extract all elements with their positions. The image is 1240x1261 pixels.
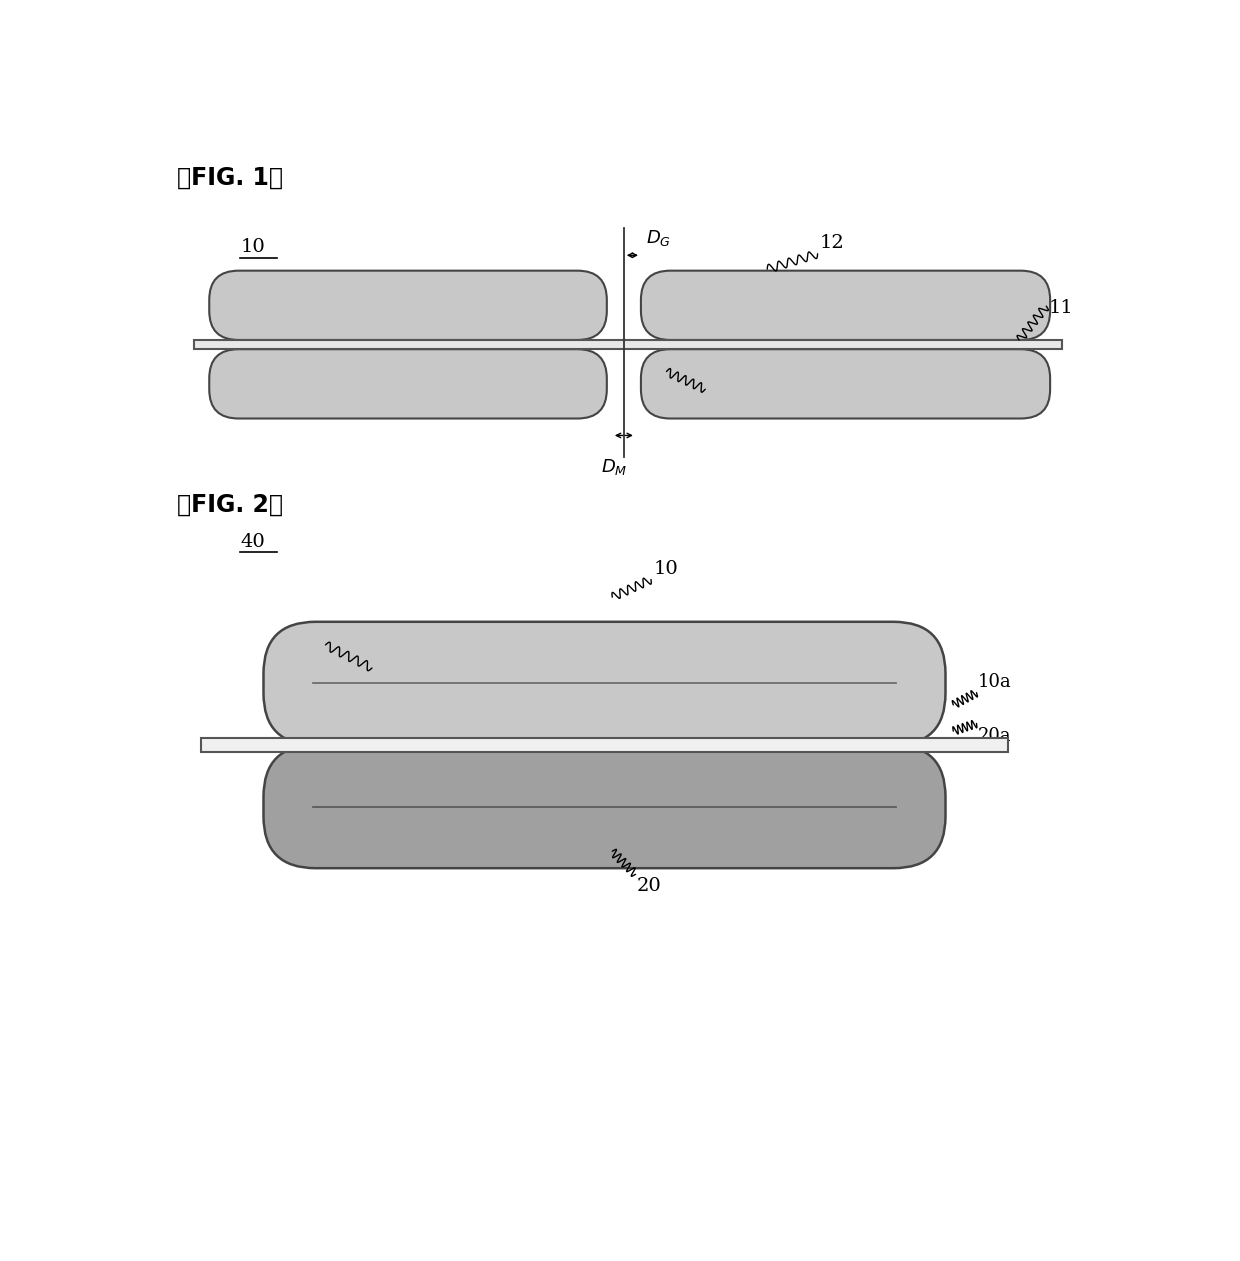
Text: 30: 30 <box>306 625 331 643</box>
Text: 【FIG. 2】: 【FIG. 2】 <box>176 493 283 517</box>
Text: 10: 10 <box>653 560 678 578</box>
Bar <box>201 738 1007 752</box>
Text: 10a: 10a <box>978 673 1012 691</box>
Text: 20: 20 <box>637 878 662 895</box>
Text: 40: 40 <box>241 533 265 551</box>
Text: $D_G$: $D_G$ <box>646 227 671 247</box>
Text: 【FIG. 1】: 【FIG. 1】 <box>176 166 283 190</box>
Text: 10: 10 <box>241 238 265 256</box>
FancyBboxPatch shape <box>210 349 606 419</box>
Text: 13: 13 <box>707 393 732 412</box>
Text: 12: 12 <box>820 235 844 252</box>
FancyBboxPatch shape <box>210 271 606 340</box>
Text: $D_M$: $D_M$ <box>601 456 627 477</box>
Text: 11: 11 <box>1049 299 1074 317</box>
FancyBboxPatch shape <box>263 745 945 868</box>
FancyBboxPatch shape <box>641 349 1050 419</box>
FancyBboxPatch shape <box>641 271 1050 340</box>
Text: 20a: 20a <box>978 726 1012 744</box>
FancyBboxPatch shape <box>263 622 945 745</box>
Bar <box>193 340 1061 349</box>
